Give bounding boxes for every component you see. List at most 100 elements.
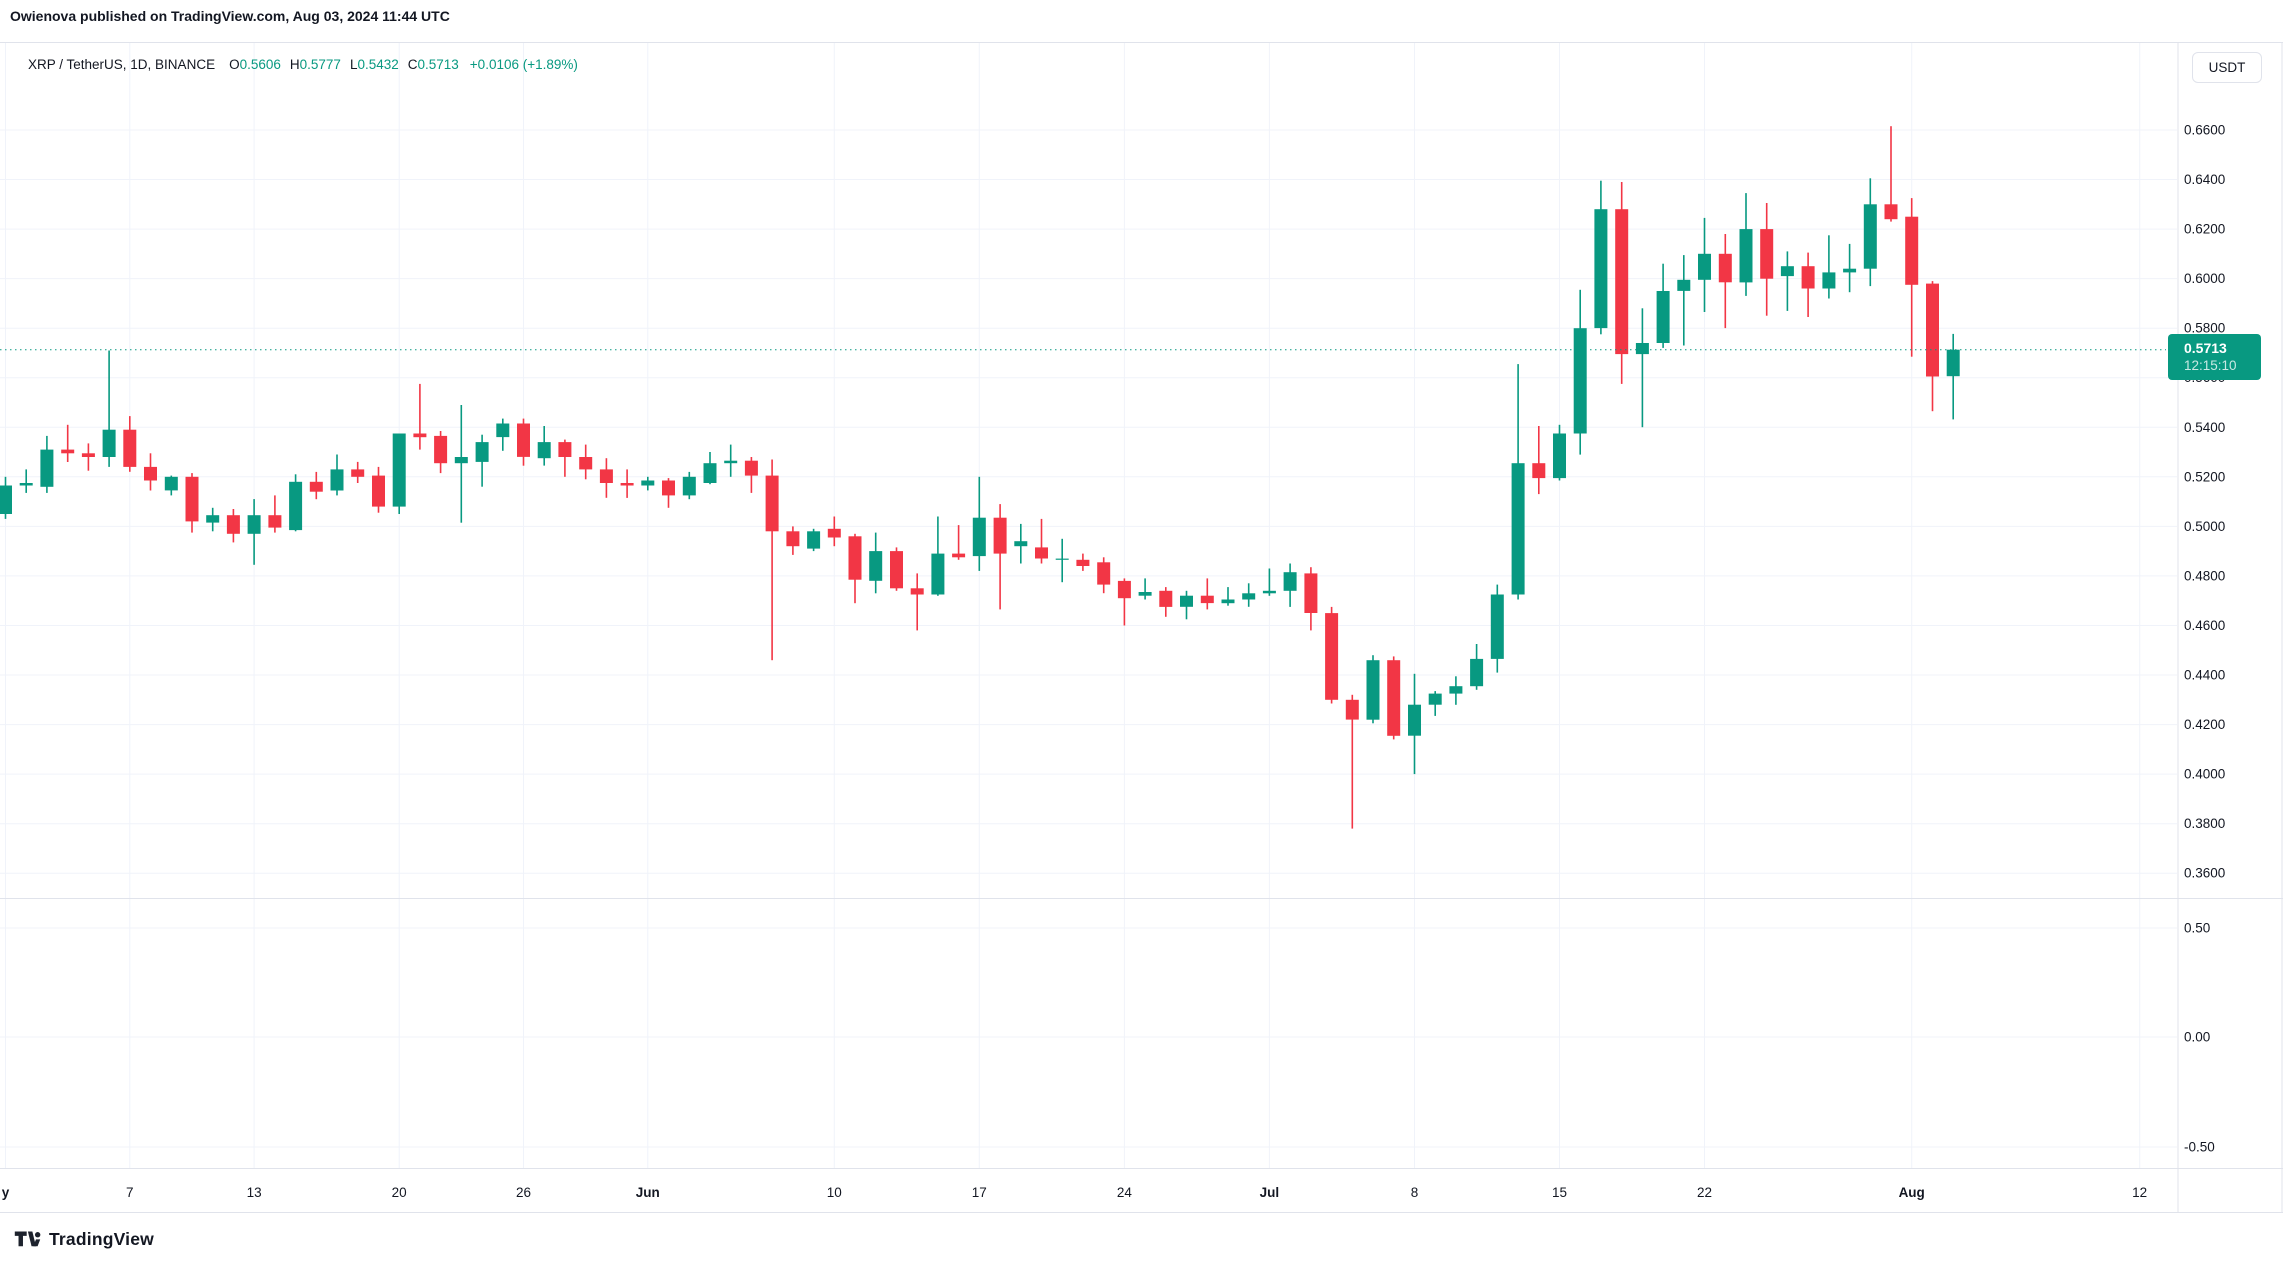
candle-jul-28 [1822,235,1836,299]
price-scale-drag-area[interactable] [2178,42,2283,1168]
candle-body [517,423,530,457]
candle-jun-5 [724,444,738,477]
candle-may-3 [40,435,54,493]
candle-jul-5 [1345,694,1359,829]
candle-body [1366,660,1380,720]
candle-jul-26 [1780,251,1794,311]
candle-body [1594,209,1608,329]
price-tick-label: 0.6000 [2184,271,2225,286]
candle-body [1242,593,1256,600]
price-tick-label: 0.6400 [2184,172,2225,187]
candle-may-17 [330,454,344,496]
candle-jul-2 [1283,563,1297,607]
candle-jul-10 [1449,676,1463,705]
candle-body [351,469,365,477]
candle-wick [1683,255,1685,346]
candle-body [641,480,655,486]
candle-jul-3 [1304,567,1318,631]
candle-wick [1061,538,1063,583]
candle-may-29 [579,444,593,480]
candle-jun-13 [890,547,903,591]
candle-jul-20 [1656,263,1670,348]
candle-jun-17 [972,476,986,571]
candle-jul-1 [1262,568,1276,596]
time-tick-label: Aug [1899,1185,1925,1200]
candle-jun-23 [1097,557,1111,594]
candle-jun-18 [993,504,1007,610]
tradingview-logo[interactable]: TradingView [14,1226,154,1253]
candle-body [1304,573,1318,613]
time-scale-drag-area[interactable] [0,1168,2177,1212]
candle-wick [1123,578,1126,626]
candle-jul-11 [1470,644,1484,690]
candle-body [579,457,593,470]
candle-body [372,475,385,507]
candle-body [1553,433,1566,479]
currency-toggle-button[interactable]: USDT [2192,52,2262,83]
candle-jun-9 [807,528,821,552]
candle-jun-14 [910,573,924,631]
candle-wick [1848,243,1851,293]
candle-jun-3 [682,471,696,500]
candle-wick [916,573,918,631]
candle-wick [957,525,960,560]
price-tick-label: 0.4000 [2184,767,2225,782]
candle-jun-24 [1117,578,1131,626]
candle-body [268,515,282,528]
candle-jul-18 [1615,182,1629,384]
candle-may-1 [0,476,12,519]
candle-body [827,528,841,538]
candle-jun-19 [1014,523,1028,564]
candle-wick [419,383,421,450]
candle-may-12 [226,509,240,543]
candle-wick [66,424,69,462]
time-tick-label: 26 [516,1185,531,1200]
candle-body [1843,268,1857,273]
candle-body [682,476,696,496]
candle-body [1615,209,1629,355]
candle-jul-12 [1490,584,1504,673]
price-tick-label: 0.5200 [2184,469,2225,484]
candle-may-27 [537,426,551,466]
last-price-value: 0.5713 [2184,340,2227,356]
candle-may-26 [517,418,530,466]
candle-jul-16 [1573,289,1587,455]
candle-jul-24 [1739,193,1753,296]
candle-jun-1 [641,476,655,491]
candle-aug-2 [1926,281,1939,412]
candle-body [993,517,1007,554]
candle-jun-29 [1221,587,1235,606]
price-tick-label: 0.4200 [2184,717,2225,732]
indicator-tick-label: 0.50 [2184,921,2210,936]
candle-body [1490,594,1504,659]
candle-body [537,442,551,459]
candle-body [1262,590,1276,594]
candle-jun-11 [848,533,862,604]
time-tick-label: 10 [827,1185,842,1200]
candle-wick [1538,426,1540,495]
time-gridlines [5,42,2141,1168]
candle-body [910,588,924,595]
candle-body [1677,279,1691,291]
price-tick-label: 0.5800 [2184,321,2225,336]
candle-jul-7 [1387,656,1401,740]
candle-body [1449,686,1463,694]
candle-body [434,435,448,464]
change-value: +0.0106 (+1.89%) [469,57,578,72]
tradingview-logo-text: TradingView [49,1229,154,1249]
candle-body [81,453,95,457]
candle-jul-6 [1366,655,1380,724]
candle-body [1345,699,1359,720]
time-tick-label: 22 [1697,1185,1712,1200]
candle-jun-8 [786,526,800,555]
candle-body [599,469,613,483]
candle-wick [1144,578,1146,600]
candle-jun-7 [765,459,779,661]
candle-body [1511,463,1525,595]
candle-body [1801,266,1815,289]
candle-body [496,423,510,438]
candle-jun-25 [1138,578,1152,600]
candle-may-22 [434,431,448,474]
candle-wick [1268,568,1271,596]
